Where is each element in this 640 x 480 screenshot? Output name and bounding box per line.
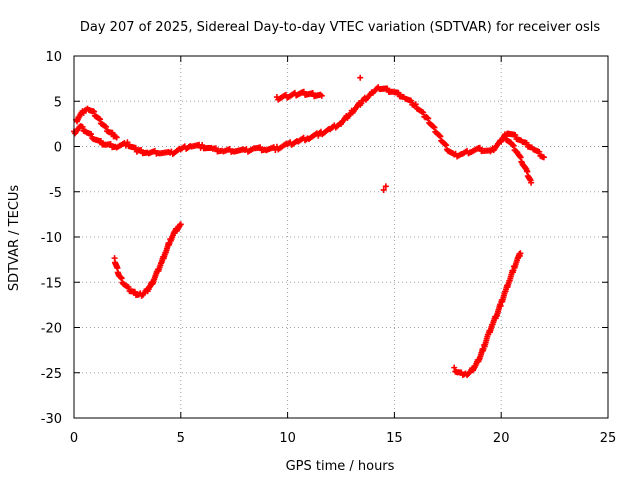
data-point bbox=[523, 139, 530, 146]
data-point bbox=[512, 132, 519, 139]
x-tick-label: 5 bbox=[177, 431, 185, 446]
data-point bbox=[112, 133, 119, 140]
data-points bbox=[71, 74, 547, 379]
data-point bbox=[420, 109, 427, 116]
data-point bbox=[177, 221, 184, 228]
data-point bbox=[411, 102, 418, 109]
series-main-trace bbox=[71, 84, 547, 161]
data-point bbox=[431, 124, 438, 131]
data-point bbox=[103, 123, 110, 130]
data-point bbox=[138, 147, 145, 154]
data-point bbox=[109, 129, 116, 136]
data-point bbox=[408, 97, 415, 104]
series-isolated bbox=[357, 74, 389, 193]
data-point bbox=[97, 138, 104, 145]
y-tick-label: 5 bbox=[54, 95, 62, 110]
series-late-descent bbox=[502, 132, 535, 186]
data-point bbox=[125, 284, 132, 291]
data-point bbox=[451, 364, 458, 371]
series-upper-segment bbox=[273, 88, 325, 103]
data-point bbox=[476, 144, 483, 151]
grid-lines bbox=[74, 56, 608, 418]
x-tick-label: 10 bbox=[279, 431, 296, 446]
x-tick-label: 0 bbox=[70, 431, 78, 446]
data-point bbox=[395, 89, 402, 96]
y-tick-label: 10 bbox=[45, 50, 62, 65]
x-tick-label: 15 bbox=[386, 431, 403, 446]
y-tick-label: -15 bbox=[41, 276, 62, 291]
data-point bbox=[88, 131, 95, 138]
data-point bbox=[502, 132, 509, 139]
data-point bbox=[357, 74, 364, 81]
data-point bbox=[437, 133, 444, 140]
data-point bbox=[443, 142, 450, 149]
x-axis-label: GPS time / hours bbox=[286, 459, 395, 474]
y-tick-label: -5 bbox=[49, 186, 62, 201]
x-tick-label: 20 bbox=[493, 431, 510, 446]
data-point bbox=[199, 142, 206, 148]
y-tick-label: -10 bbox=[41, 231, 62, 246]
data-point bbox=[528, 179, 535, 186]
data-point bbox=[124, 139, 131, 146]
data-point bbox=[384, 85, 391, 92]
series-lower-right-arc bbox=[451, 250, 524, 379]
series-early-loop bbox=[73, 105, 120, 141]
data-point bbox=[425, 115, 432, 122]
data-point bbox=[510, 142, 517, 149]
y-tick-label: -25 bbox=[41, 367, 62, 382]
data-point bbox=[113, 134, 120, 141]
data-point bbox=[536, 148, 543, 155]
data-point bbox=[517, 250, 524, 257]
data-point bbox=[79, 123, 86, 130]
data-point bbox=[412, 101, 419, 108]
chart-title: Day 207 of 2025, Sidereal Day-to-day VTE… bbox=[80, 20, 600, 35]
y-tick-label: -20 bbox=[41, 322, 62, 337]
data-point bbox=[257, 144, 264, 151]
y-tick-label: 0 bbox=[54, 141, 62, 156]
data-point bbox=[107, 140, 114, 147]
data-point bbox=[212, 145, 219, 152]
axis-ticks: 0 5 10 15 20 25 -30 -25 -20 -15 -10 -5 0 5 10 bbox=[41, 50, 617, 446]
data-point bbox=[382, 183, 389, 190]
y-axis-label: SDTVAR / TECUs bbox=[7, 185, 22, 292]
x-tick-label: 25 bbox=[600, 431, 617, 446]
data-point bbox=[380, 186, 387, 193]
data-point bbox=[91, 108, 98, 115]
series-lower-left-arc bbox=[111, 221, 184, 299]
data-point bbox=[540, 154, 547, 161]
data-point bbox=[97, 116, 104, 123]
y-tick-label: -30 bbox=[41, 412, 62, 427]
data-point bbox=[318, 92, 325, 99]
